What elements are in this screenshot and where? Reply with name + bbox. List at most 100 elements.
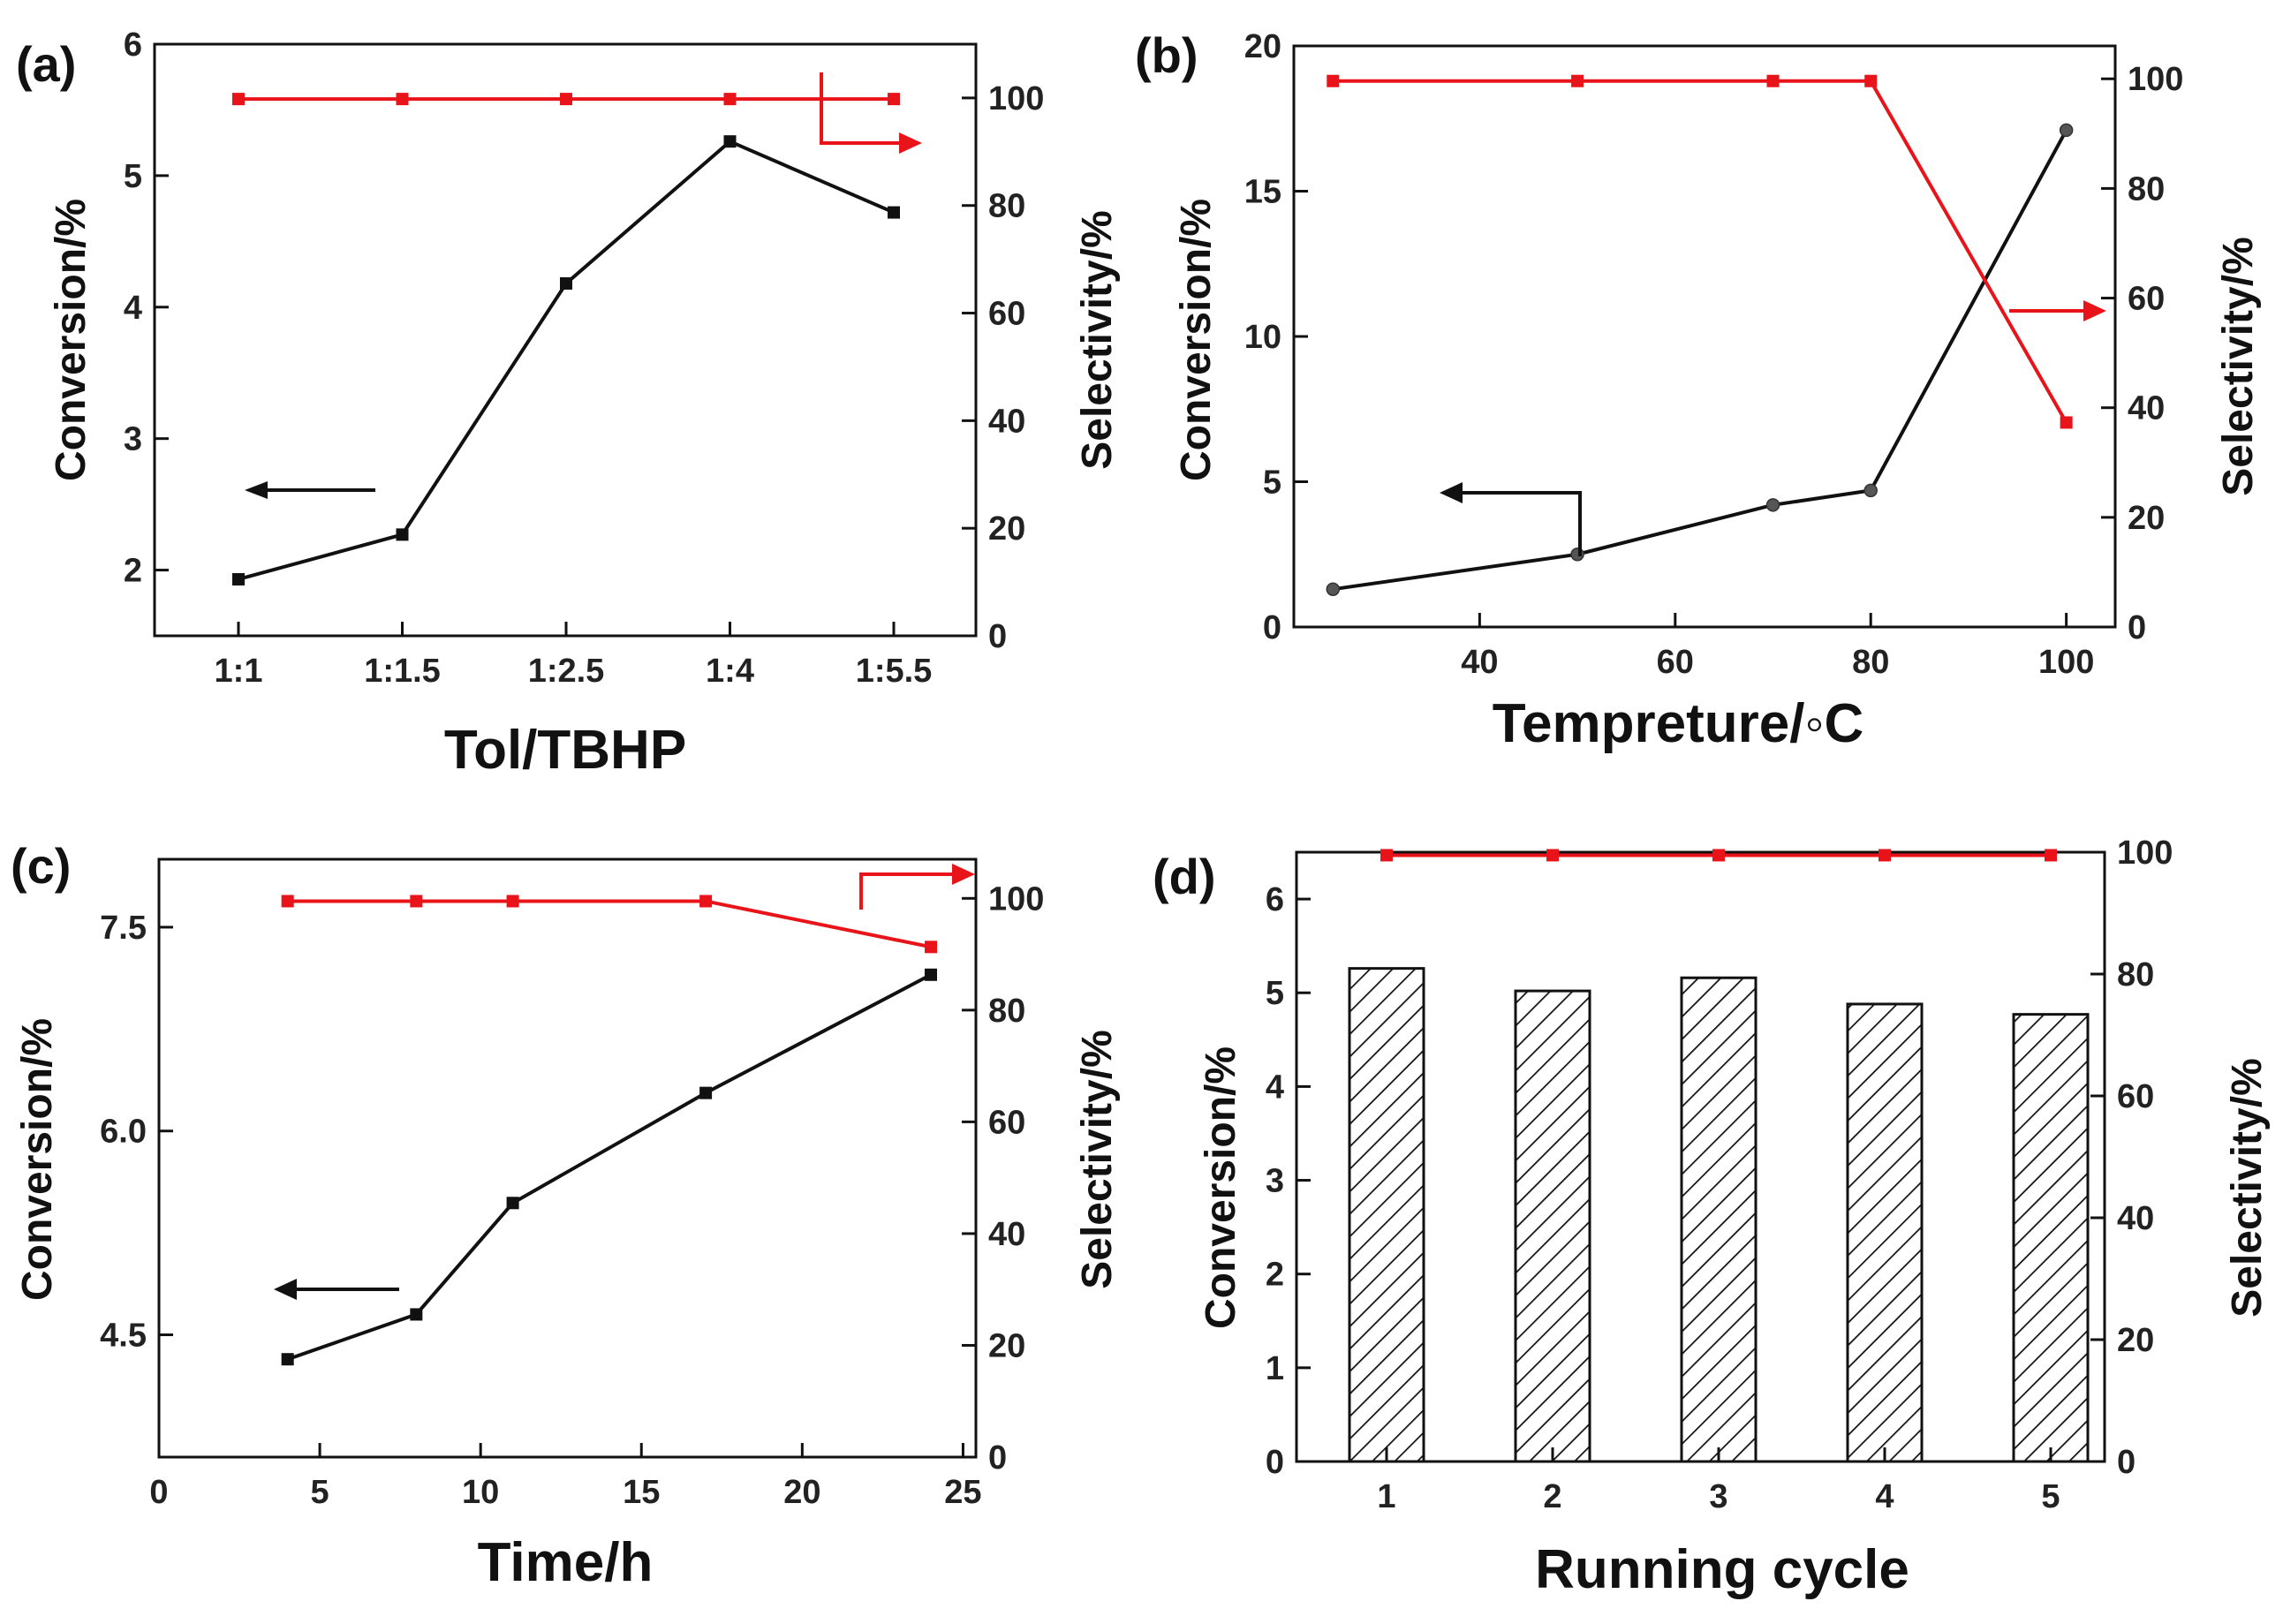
- selectivity-point: [396, 93, 409, 106]
- panel-c-left-pointer-arrowhead: [274, 1279, 297, 1300]
- y2-tick-label: 100: [2117, 835, 2173, 872]
- panel-a-right-pointer-arrowhead: [899, 132, 922, 154]
- conversion-point: [699, 1086, 713, 1099]
- panel-c-right-pointer-arrowhead: [952, 864, 975, 885]
- conversion-bar: [1348, 967, 1425, 1463]
- panel-c-right-pointer-arrow: [859, 872, 961, 910]
- panel-b-left-pointer-arrowhead: [1440, 482, 1463, 503]
- panel-c-plot-frame: [157, 857, 978, 1459]
- y2-tick-label: 80: [2128, 170, 2165, 208]
- y2-tick-label: 80: [988, 188, 1025, 225]
- panel-c-y2-axis-title: Selectivity/%: [1074, 1030, 1121, 1288]
- y2-tick-label: 60: [988, 1104, 1025, 1141]
- selectivity-point: [925, 940, 938, 954]
- conversion-point: [560, 276, 572, 290]
- y2-tick-label: 0: [988, 1439, 1007, 1477]
- selectivity-point: [1327, 74, 1340, 87]
- panel-c: (c) Time/h Conversion/% Selectivity/% 4.…: [11, 838, 1121, 1593]
- conversion-line: [1333, 129, 2068, 592]
- y2-tick-label: 60: [2128, 281, 2165, 318]
- y-tick-label: 6.0: [100, 1114, 147, 1151]
- x-tick-label: 1:1.5: [364, 653, 441, 690]
- panel-d-y2-axis-title: Selectivity/%: [2224, 1058, 2271, 1317]
- y-tick-label: 1: [1266, 1350, 1284, 1387]
- panel-label-c: (c): [11, 838, 71, 894]
- panel-b-ticks: 0 5 10 15 20 0 20 40 60 80 100 40 60 80 100: [1244, 28, 2184, 681]
- y-tick-label: 3: [124, 421, 142, 458]
- x-tick-label: 5: [311, 1474, 329, 1511]
- y-tick-label: 4.5: [100, 1318, 147, 1355]
- y-tick-label: 20: [1244, 28, 1281, 65]
- panel-b-right-pointer-arrowhead: [2083, 300, 2106, 321]
- panel-a-x-axis-title: Tol/TBHP: [444, 720, 686, 781]
- selectivity-line: [1333, 79, 2068, 424]
- y2-tick-label: 100: [988, 880, 1044, 918]
- x-tick-label: 0: [149, 1474, 168, 1511]
- panel-b: (b) Tempreture/◦C Conversion/% Selectivi…: [1135, 27, 2262, 754]
- selectivity-point: [1879, 849, 1891, 862]
- x-tick-label: 40: [1461, 644, 1498, 681]
- panel-a: (a) Tol/TBHP Conversion/% Selectivity/% …: [16, 26, 1121, 781]
- y-tick-label: 3: [1266, 1163, 1284, 1200]
- y-tick-label: 6: [1266, 881, 1284, 918]
- selectivity-point: [699, 895, 713, 908]
- selectivity-point: [506, 895, 519, 908]
- conversion-line: [238, 139, 895, 581]
- x-tick-label: 25: [944, 1474, 981, 1511]
- selectivity-point: [560, 93, 572, 106]
- selectivity-point: [888, 93, 900, 106]
- panel-b-y-axis-title: Conversion/%: [1173, 199, 1220, 481]
- x-tick-label: 5: [2041, 1478, 2060, 1515]
- panel-b-annotations: [1440, 300, 2106, 556]
- panel-c-x-axis-title: Time/h: [478, 1532, 654, 1593]
- panel-c-annotations: [274, 864, 975, 1300]
- y-tick-label: 2: [124, 553, 142, 590]
- selectivity-point: [1712, 849, 1725, 862]
- panel-a-series: [232, 93, 900, 585]
- conversion-point: [506, 1197, 519, 1210]
- conversion-point: [1863, 483, 1878, 498]
- x-tick-label: 2: [1543, 1478, 1561, 1515]
- y2-tick-label: 40: [988, 1216, 1025, 1253]
- panel-c-y-axis-title: Conversion/%: [14, 1018, 61, 1301]
- panel-a-left-pointer-arrowhead: [245, 481, 268, 499]
- x-tick-label: 100: [2038, 644, 2094, 681]
- selectivity-point: [1546, 849, 1559, 862]
- y-tick-label: 4: [1266, 1069, 1284, 1106]
- x-tick-label: 1:5.5: [856, 653, 933, 690]
- y2-tick-label: 100: [988, 80, 1044, 117]
- conversion-point: [888, 206, 900, 219]
- conversion-point: [396, 528, 409, 541]
- y-tick-label: 4: [124, 290, 142, 327]
- panel-a-y2-axis-title: Selectivity/%: [1074, 210, 1121, 469]
- panel-a-y-axis-title: Conversion/%: [48, 199, 94, 481]
- panel-a-plot-frame: [153, 42, 978, 638]
- panel-c-ticks: 4.5 6.0 7.5 0 20 40 60 80 100 0 5 10 15 20 25: [100, 880, 1044, 1511]
- selectivity-point: [2060, 416, 2073, 429]
- x-tick-label: 80: [1852, 644, 1889, 681]
- x-tick-label: 1:2.5: [528, 653, 605, 690]
- selectivity-point: [232, 93, 245, 106]
- conversion-bar: [1846, 1002, 1924, 1463]
- panel-a-right-pointer-arrow: [820, 72, 908, 145]
- y2-tick-label: 60: [2117, 1078, 2154, 1115]
- y-tick-label: 5: [1263, 465, 1281, 502]
- selectivity-point: [1571, 74, 1584, 87]
- panel-b-series: [1326, 74, 2074, 596]
- y2-tick-label: 100: [2128, 61, 2183, 98]
- panel-d-x-axis-title: Running cycle: [1535, 1539, 1909, 1600]
- panel-b-x-axis-title: Tempreture/◦C: [1493, 693, 1863, 754]
- y2-tick-label: 80: [2117, 956, 2154, 993]
- y2-tick-label: 0: [988, 618, 1007, 655]
- conversion-line: [287, 973, 932, 1362]
- conversion-point: [1326, 582, 1341, 596]
- conversion-point: [410, 1308, 423, 1321]
- y2-tick-label: 60: [988, 296, 1025, 333]
- panel-label-b: (b): [1135, 27, 1198, 83]
- conversion-point: [281, 1353, 294, 1366]
- conversion-bar: [2012, 1013, 2090, 1463]
- y-tick-label: 6: [124, 26, 142, 64]
